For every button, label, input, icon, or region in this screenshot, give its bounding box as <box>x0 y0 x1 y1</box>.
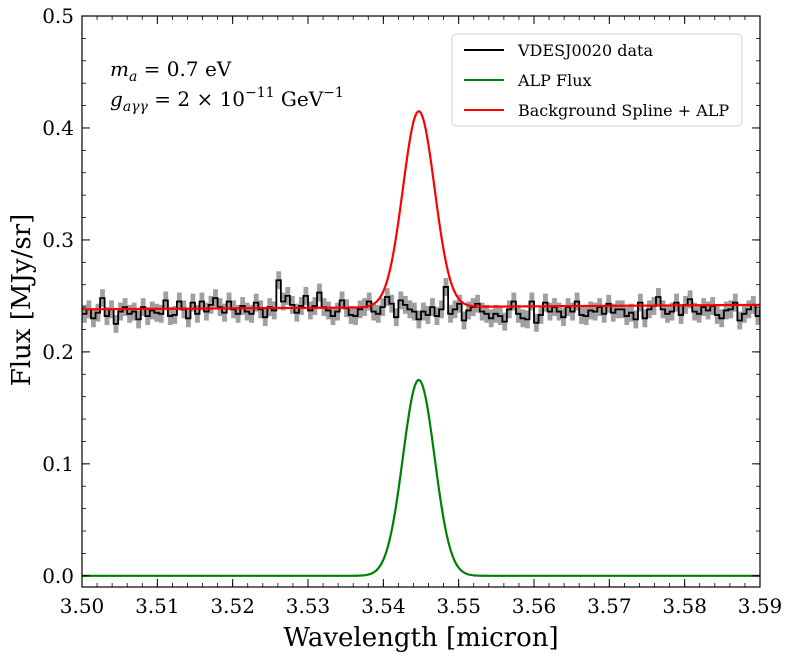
plot-frame <box>81 15 761 588</box>
x-tick-label: 3.52 <box>210 594 255 618</box>
y-tick-label: 0.1 <box>42 452 74 476</box>
legend-label-alp: ALP Flux <box>517 71 592 90</box>
mass-symbol: m <box>110 57 129 81</box>
y-tick-label: 0.4 <box>42 116 74 140</box>
legend-frame <box>451 33 743 127</box>
mass-subscript: a <box>129 69 137 85</box>
x-tick-label: 3.57 <box>587 594 632 618</box>
x-axis-title: Wavelength [micron] <box>283 623 558 653</box>
legend: VDESJ0020 data ALP Flux Background Splin… <box>451 33 743 127</box>
y-tick-label: 0.3 <box>42 228 74 252</box>
coupling-exponent: −11 <box>245 85 275 101</box>
y-axis-title: Flux [MJy/sr] <box>7 214 37 387</box>
alp-flux-line <box>82 378 760 577</box>
legend-label-spline: Background Spline + ALP <box>518 101 729 120</box>
mass-annotation: ma = 0.7 eV <box>110 57 232 85</box>
y-tick-label: 0.2 <box>42 340 74 364</box>
data-step-line <box>82 279 760 325</box>
background-spline-line <box>82 110 760 311</box>
coupling-unit: GeV <box>275 87 324 111</box>
x-tick-label: 3.59 <box>738 594 783 618</box>
mass-value: = 0.7 eV <box>137 57 231 81</box>
coupling-annotation: gaγγ = 2 × 10−11 GeV−1 <box>110 85 344 115</box>
x-tick-label: 3.53 <box>286 594 331 618</box>
legend-label-data: VDESJ0020 data <box>517 41 653 60</box>
plot-area <box>82 110 760 577</box>
x-tick-label: 3.50 <box>60 594 105 618</box>
y-tick-label: 0.0 <box>42 564 74 588</box>
coupling-subscript: aγγ <box>123 99 149 115</box>
x-tick-label: 3.58 <box>662 594 707 618</box>
x-tick-label: 3.54 <box>361 594 406 618</box>
coupling-symbol: g <box>110 87 123 111</box>
coupling-value: = 2 × 10 <box>148 87 245 111</box>
y-tick-label: 0.5 <box>42 4 74 28</box>
x-tick-label: 3.56 <box>512 594 557 618</box>
series-group <box>82 110 760 577</box>
x-tick-label: 3.55 <box>436 594 481 618</box>
x-tick-label: 3.51 <box>135 594 180 618</box>
coupling-unit-exponent: −1 <box>323 85 344 101</box>
